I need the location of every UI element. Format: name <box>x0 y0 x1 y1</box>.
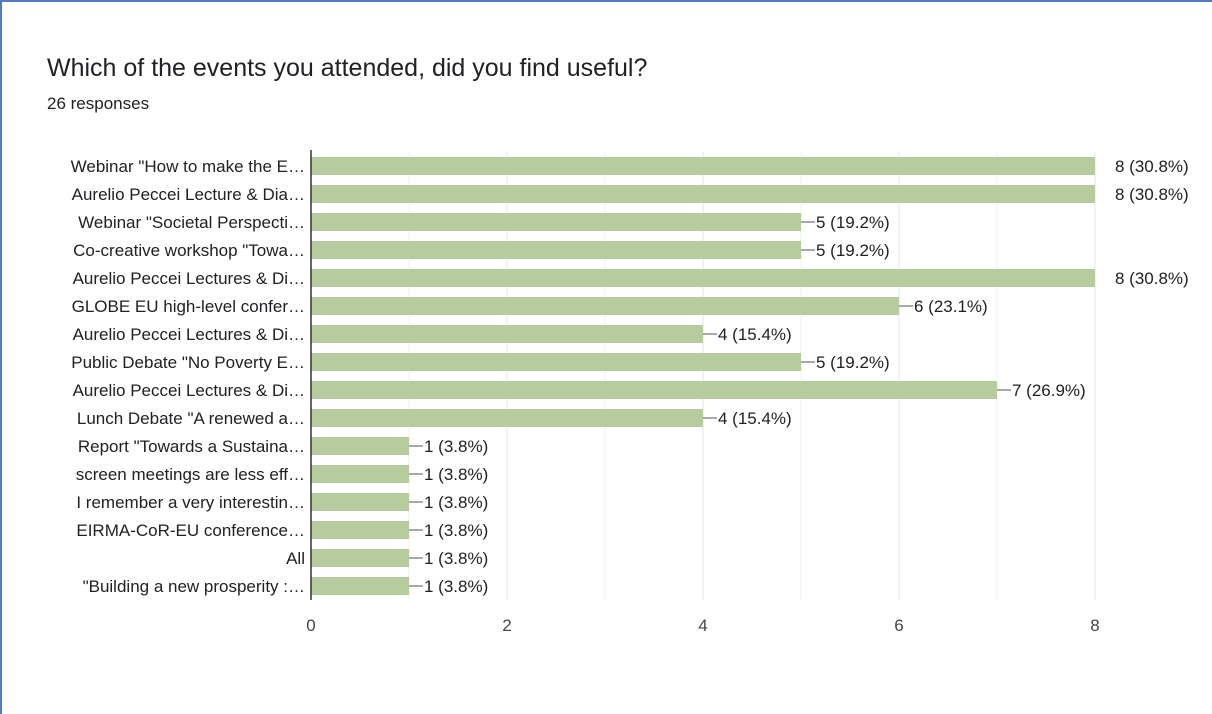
bar <box>311 241 801 259</box>
data-label: 1 (3.8%) <box>424 577 488 596</box>
data-label: 1 (3.8%) <box>424 437 488 456</box>
bar <box>311 297 899 315</box>
data-label: 4 (15.4%) <box>718 325 792 344</box>
data-label: 1 (3.8%) <box>424 521 488 540</box>
x-tick-label: 0 <box>306 616 315 635</box>
category-label: Public Debate "No Poverty E… <box>71 353 305 372</box>
category-label: All <box>286 549 305 568</box>
bar <box>311 157 1095 175</box>
x-tick-label: 8 <box>1090 616 1099 635</box>
data-label: 8 (30.8%) <box>1115 185 1189 204</box>
bar <box>311 521 409 539</box>
data-label: 1 (3.8%) <box>424 549 488 568</box>
bar <box>311 437 409 455</box>
data-label: 5 (19.2%) <box>816 353 890 372</box>
category-label: Aurelio Peccei Lectures & Di… <box>73 325 305 344</box>
data-label: 8 (30.8%) <box>1115 269 1189 288</box>
bar <box>311 409 703 427</box>
bar <box>311 185 1095 203</box>
category-label: Aurelio Peccei Lecture & Dia… <box>72 185 305 204</box>
bar <box>311 465 409 483</box>
category-label: Report "Towards a Sustaina… <box>78 437 305 456</box>
category-label: "Building a new prosperity :… <box>83 577 305 596</box>
bars <box>311 157 1095 595</box>
data-label: 1 (3.8%) <box>424 465 488 484</box>
data-label: 8 (30.8%) <box>1115 157 1189 176</box>
bar <box>311 577 409 595</box>
bar <box>311 325 703 343</box>
data-label: 1 (3.8%) <box>424 493 488 512</box>
bar <box>311 381 997 399</box>
category-label: Aurelio Peccei Lectures & Di… <box>73 269 305 288</box>
bar <box>311 269 1095 287</box>
data-label: 6 (23.1%) <box>914 297 988 316</box>
labels: 0 2 4 6 8 Webinar "How to make the E… 8 (30.8%… <box>71 150 1189 635</box>
category-label: I remember a very interestin… <box>76 493 305 512</box>
x-tick-label: 6 <box>894 616 903 635</box>
data-label: 4 (15.4%) <box>718 409 792 428</box>
category-label: Co-creative workshop "Towa… <box>73 241 305 260</box>
category-label: EIRMA-CoR-EU conference… <box>76 521 305 540</box>
x-tick-label: 4 <box>698 616 707 635</box>
x-tick-label: 2 <box>502 616 511 635</box>
data-label: 5 (19.2%) <box>816 241 890 260</box>
bar <box>311 213 801 231</box>
category-label: Webinar "Societal Perspecti… <box>78 213 305 232</box>
category-label: Lunch Debate "A renewed a… <box>77 409 305 428</box>
category-label: Aurelio Peccei Lectures & Di… <box>73 381 305 400</box>
data-label: 7 (26.9%) <box>1012 381 1086 400</box>
category-label: Webinar "How to make the E… <box>71 157 305 176</box>
response-count: 26 responses <box>47 94 150 113</box>
bar <box>311 353 801 371</box>
bar <box>311 493 409 511</box>
bar <box>311 549 409 567</box>
data-label: 5 (19.2%) <box>816 213 890 232</box>
category-label: GLOBE EU high-level confer… <box>72 297 305 316</box>
category-label: screen meetings are less eff… <box>76 465 305 484</box>
chart-title: Which of the events you attended, did yo… <box>47 54 648 82</box>
